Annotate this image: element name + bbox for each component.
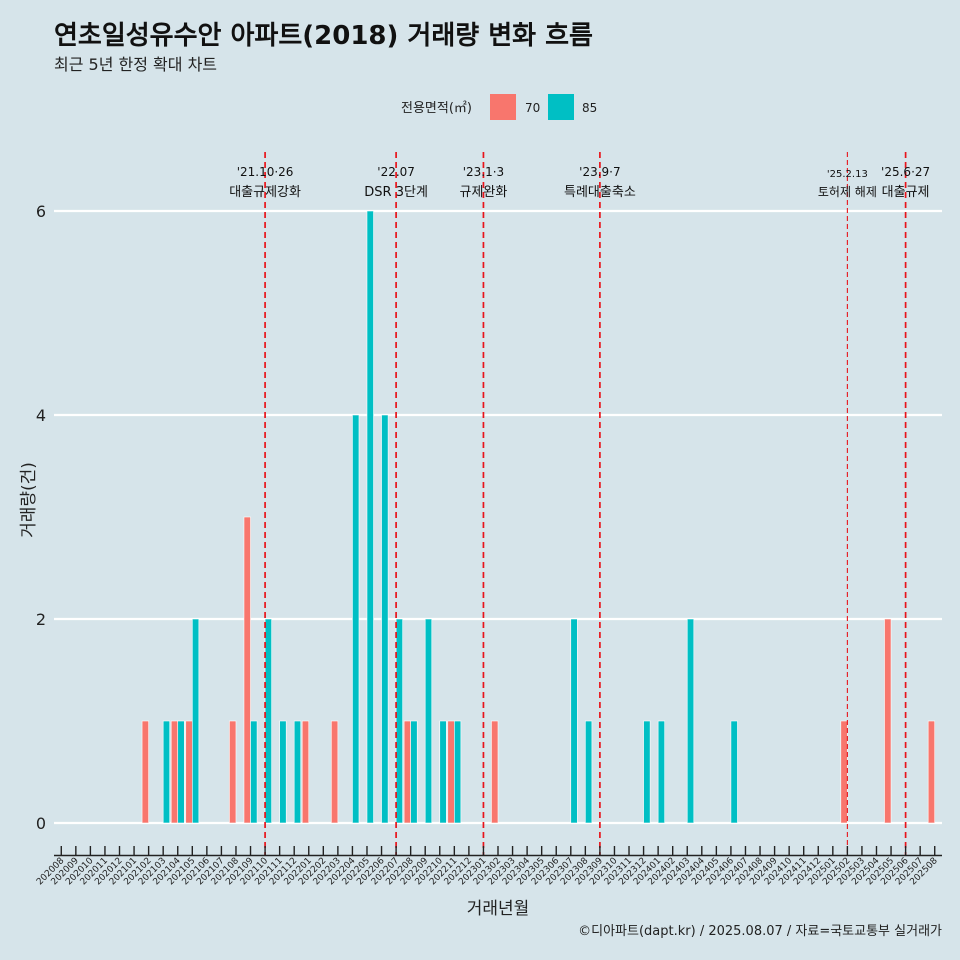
bar-85-202401	[657, 720, 665, 824]
event-label: 토허제 해제	[818, 185, 877, 199]
x-axis: 2020082020092020102020112020122021012021…	[35, 846, 942, 887]
bar-85-202207	[395, 618, 403, 824]
bar-85-202105	[191, 618, 200, 824]
bar-85-202103	[162, 720, 171, 824]
bar-85-202110	[264, 618, 272, 824]
x-axis-label: 거래년월	[467, 899, 530, 919]
bars	[141, 210, 936, 824]
bar-85-202109	[250, 720, 258, 824]
y-tick-label: 6	[36, 202, 46, 221]
bar-70-202201	[301, 720, 310, 824]
event-date-label: '25.2.13	[827, 169, 868, 180]
bar-85-202205	[366, 210, 374, 824]
chart-subtitle: 최근 5년 한정 확대 차트	[54, 55, 217, 74]
y-tick-label: 0	[36, 814, 46, 833]
legend-label-85: 85	[582, 101, 597, 115]
bar-70-202302	[491, 720, 499, 824]
event-date-label: '23.1·3	[463, 165, 504, 179]
bar-85-202111	[279, 720, 287, 824]
event-label: 규제완화	[460, 185, 508, 200]
y-axis-label: 거래량(건)	[19, 462, 39, 538]
y-tick-label: 2	[36, 610, 46, 629]
bar-70-202108	[229, 720, 237, 824]
bar-70-202102	[141, 720, 149, 824]
event-label: 대출규제강화	[229, 185, 301, 200]
bar-85-202211	[454, 720, 462, 824]
event-lines: '21.10·26 대출규제강화 '22.07 DSR 3단계 '23.1·3 규제완화 '…	[229, 152, 930, 855]
bar-85-202312	[643, 720, 651, 824]
event-label: 대출규제	[882, 185, 930, 200]
bar-85-202308	[585, 720, 593, 824]
bar-85-202209	[424, 618, 433, 824]
legend: 전용면적(㎡) 70 85	[401, 94, 597, 120]
bar-70-202203	[331, 720, 339, 824]
chart-title: 연초일성유수안 아파트(2018) 거래량 변화 흐름	[54, 21, 593, 51]
event-date-label: '21.10·26	[237, 165, 294, 179]
bar-70-202505	[884, 618, 892, 824]
bar-85-202406	[730, 720, 738, 824]
bar-85-202403	[686, 618, 695, 824]
bar-70-202508	[927, 720, 936, 824]
bar-70-202208	[403, 720, 411, 824]
bar-70-202211	[447, 720, 455, 824]
y-tick-label: 4	[36, 406, 46, 425]
bar-85-202204	[352, 414, 360, 824]
bar-70-202105	[185, 720, 193, 824]
caption: ©디아파트(dapt.kr) / 2025.08.07 / 자료=국토교통부 실…	[578, 924, 942, 939]
bar-85-202307	[570, 618, 578, 824]
bar-85-202210	[439, 720, 447, 824]
bar-85-202208	[410, 720, 418, 824]
bar-70-202502	[840, 720, 848, 824]
legend-swatch-85	[548, 94, 574, 120]
y-axis: 0 2 4 6	[36, 202, 46, 833]
bar-85-202112	[293, 720, 302, 824]
event-date-label: '22.07	[377, 165, 415, 179]
legend-label-70: 70	[525, 101, 540, 115]
event-label: DSR 3단계	[364, 185, 428, 200]
legend-title: 전용면적(㎡)	[401, 101, 472, 116]
event-date-label: '25.6·27	[881, 165, 930, 179]
event-label: 특례대출축소	[564, 185, 636, 200]
bar-85-202206	[381, 414, 389, 824]
bar-70-202109	[243, 516, 251, 824]
bar-85-202104	[177, 720, 185, 824]
event-date-label: '23.9·7	[579, 165, 620, 179]
bar-70-202104	[170, 720, 179, 824]
legend-swatch-70	[490, 94, 516, 120]
